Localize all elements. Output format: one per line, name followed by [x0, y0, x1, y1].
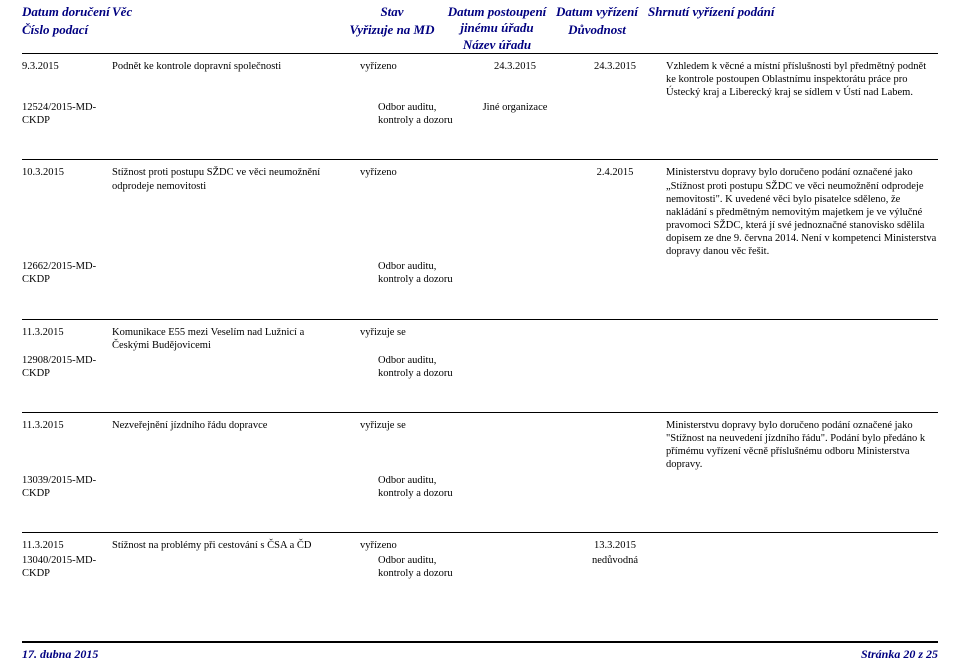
cell-date: 9.3.2015	[22, 60, 112, 73]
footer-date: 17. dubna 2015	[22, 647, 98, 662]
cell-summary: Vzhledem k věcné a místní příslušnosti b…	[660, 60, 938, 99]
cell-subject: Stížnost proti postupu SŽDC ve věci neum…	[112, 166, 342, 192]
cell-fileno: 13039/2015-MD-CKDP	[22, 474, 112, 500]
cell-postdate: 24.3.2015	[460, 60, 570, 73]
cell-dept: Odbor auditu, kontroly a dozoru	[360, 554, 460, 580]
cell-date: 11.3.2015	[22, 419, 112, 432]
cell-resolve: 2.4.2015	[570, 166, 660, 179]
cell-dept: Odbor auditu, kontroly a dozoru	[360, 474, 460, 500]
cell-status: vyřízeno	[342, 60, 460, 73]
cell-resolve: 24.3.2015	[570, 60, 660, 73]
header-post: Datum postoupení jinému úřadu Název úřad…	[442, 4, 552, 53]
cell-resolve: 13.3.2015	[570, 539, 660, 552]
cell-fileno: 12908/2015-MD-CKDP	[22, 354, 112, 380]
footer-page: Stránka 20 z 25	[861, 647, 938, 662]
header-resolve-top: Datum vyřízení	[556, 4, 638, 19]
cell-status: vyřizuje se	[342, 419, 460, 432]
cell-summary: Ministerstvu dopravy bylo doručeno podán…	[660, 166, 938, 258]
page: Datum doručení Číslo podací Věc Stav Vyř…	[0, 0, 960, 670]
table-row: 11.3.2015 Nezveřejnění jízdního řádu dop…	[22, 412, 938, 506]
header-status: Stav Vyřizuje na MD	[342, 4, 442, 53]
header-date-bottom: Číslo podací	[22, 20, 112, 38]
page-footer: 17. dubna 2015 Stránka 20 z 25	[22, 641, 938, 662]
header-post-bottom: Název úřadu	[442, 35, 552, 53]
cell-status: vyřizuje se	[342, 326, 460, 339]
cell-fileno: 12524/2015-MD-CKDP	[22, 101, 112, 127]
cell-date: 11.3.2015	[22, 326, 112, 339]
cell-dept: Odbor auditu, kontroly a dozoru	[360, 260, 460, 286]
cell-fileno: 12662/2015-MD-CKDP	[22, 260, 112, 286]
table-row: 9.3.2015 Podnět ke kontrole dopravní spo…	[22, 53, 938, 134]
table-row: 10.3.2015 Stížnost proti postupu SŽDC ve…	[22, 159, 938, 292]
cell-date: 11.3.2015	[22, 539, 112, 552]
header-summary-label: Shrnutí vyřízení podání	[648, 4, 774, 19]
table-row: 11.3.2015 Stížnost na problémy při cesto…	[22, 532, 938, 586]
header-status-top: Stav	[380, 4, 403, 19]
table-header: Datum doručení Číslo podací Věc Stav Vyř…	[22, 0, 938, 53]
cell-subject: Podnět ke kontrole dopravní společnosti	[112, 60, 342, 73]
cell-dept: Odbor auditu, kontroly a dozoru	[360, 101, 460, 127]
cell-subject: Stížnost na problémy při cestování s ČSA…	[112, 539, 342, 552]
header-resolve-bottom: Důvodnost	[552, 20, 642, 38]
header-status-bottom: Vyřizuje na MD	[342, 20, 442, 38]
cell-reason: nedůvodná	[570, 554, 660, 567]
header-resolve: Datum vyřízení Důvodnost	[552, 4, 642, 53]
cell-fileno: 13040/2015-MD-CKDP	[22, 554, 112, 580]
header-subject-label: Věc	[112, 4, 132, 19]
cell-summary: Ministerstvu dopravy bylo doručeno podán…	[660, 419, 938, 472]
table-row: 11.3.2015 Komunikace E55 mezi Veselím na…	[22, 319, 938, 387]
cell-postoffice: Jiné organizace	[460, 101, 570, 114]
cell-status: vyřízeno	[342, 166, 460, 179]
cell-dept: Odbor auditu, kontroly a dozoru	[360, 354, 460, 380]
header-date-top: Datum doručení	[22, 4, 110, 19]
header-summary: Shrnutí vyřízení podání	[642, 4, 938, 53]
header-post-top: Datum postoupení jinému úřadu	[448, 4, 547, 35]
cell-status: vyřízeno	[342, 539, 460, 552]
cell-subject: Komunikace E55 mezi Veselím nad Lužnicí …	[112, 326, 342, 352]
header-date: Datum doručení Číslo podací	[22, 4, 112, 53]
cell-subject: Nezveřejnění jízdního řádu dopravce	[112, 419, 342, 432]
cell-date: 10.3.2015	[22, 166, 112, 179]
header-subject: Věc	[112, 4, 342, 53]
